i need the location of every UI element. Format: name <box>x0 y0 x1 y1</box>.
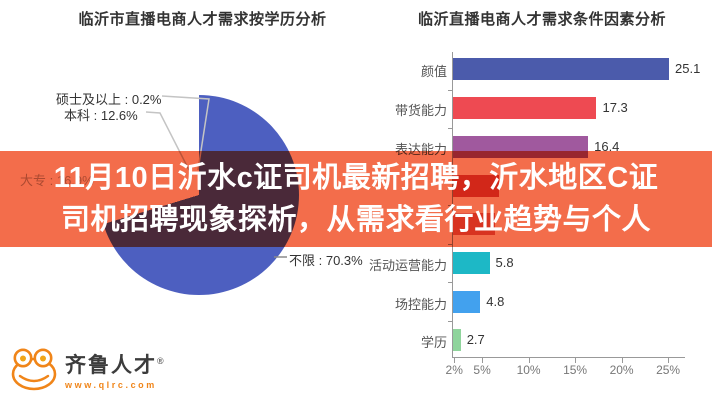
bar-category-label: 颜值 <box>420 64 447 79</box>
pie-label-bachelor: 本科 : 12.6% <box>64 108 138 123</box>
bar-category-label: 场控能力 <box>394 296 447 312</box>
bar-value-label: 2.7 <box>466 332 485 347</box>
registered-mark: ® <box>157 355 164 366</box>
bar-value-label: 16.4 <box>594 139 620 154</box>
bar-category-label: 活动运营能力 <box>368 258 447 273</box>
x-axis-tick <box>482 358 484 363</box>
brand-name: 齐鲁人才® <box>65 353 164 377</box>
x-axis-tick-label: 20% <box>609 363 634 377</box>
bar-category-label: 带货能力 <box>394 103 447 118</box>
x-axis-tick <box>668 358 670 363</box>
bar-chart-title: 临沂直播电商人才需求条件因素分析 <box>417 11 666 28</box>
x-axis-tick <box>621 358 623 363</box>
bar <box>453 58 670 80</box>
x-axis-tick <box>575 358 577 363</box>
bar <box>453 329 461 351</box>
bar <box>453 97 597 119</box>
pie-chart-title: 临沂市直播电商人才需求按学历分析 <box>78 11 327 28</box>
x-axis-tick-label: 10% <box>516 363 541 377</box>
banner-line-2: 司机招聘现象探析，从需求看行业趋势与个人 <box>60 204 651 236</box>
x-axis-tick <box>528 358 530 363</box>
y-axis-tick <box>448 89 453 91</box>
frog-icon <box>11 348 57 391</box>
x-axis-tick-label: 15% <box>563 363 588 377</box>
y-axis-tick <box>448 320 453 322</box>
bar-value-label: 5.8 <box>495 255 514 270</box>
banner-headline: 11月10日沂水c证司机最新招聘，沂水地区C证 司机招聘现象探析，从需求看行业趋… <box>0 151 712 247</box>
x-axis-tick-label: 25% <box>656 363 681 377</box>
bar-value-label: 17.3 <box>602 100 628 115</box>
bar <box>453 252 490 274</box>
brand-url: www.qlrc.com <box>65 379 157 390</box>
bar-value-label: 4.8 <box>486 293 505 309</box>
y-axis-tick <box>448 128 453 129</box>
bar-chart-x-axis <box>452 357 685 358</box>
qlrc-logo: 齐鲁人才® www.qlrc.com <box>10 347 164 391</box>
x-axis-tick-label: 2% <box>445 363 463 377</box>
x-axis-tick <box>454 358 456 363</box>
y-axis-tick <box>448 282 453 283</box>
bar-value-label: 25.1 <box>675 61 701 76</box>
pie-label-master: 硕士及以上 : 0.2% <box>56 92 162 107</box>
bar <box>453 290 481 313</box>
bar-category-label: 学历 <box>420 335 447 350</box>
banner-line-1: 11月10日沂水c证司机最新招聘，沂水地区C证 <box>53 162 659 194</box>
pie-label-unlimited: 不限 : 70.3% <box>289 253 363 268</box>
banner-overlay <box>0 151 712 247</box>
x-axis-tick-label: 5% <box>473 363 491 377</box>
